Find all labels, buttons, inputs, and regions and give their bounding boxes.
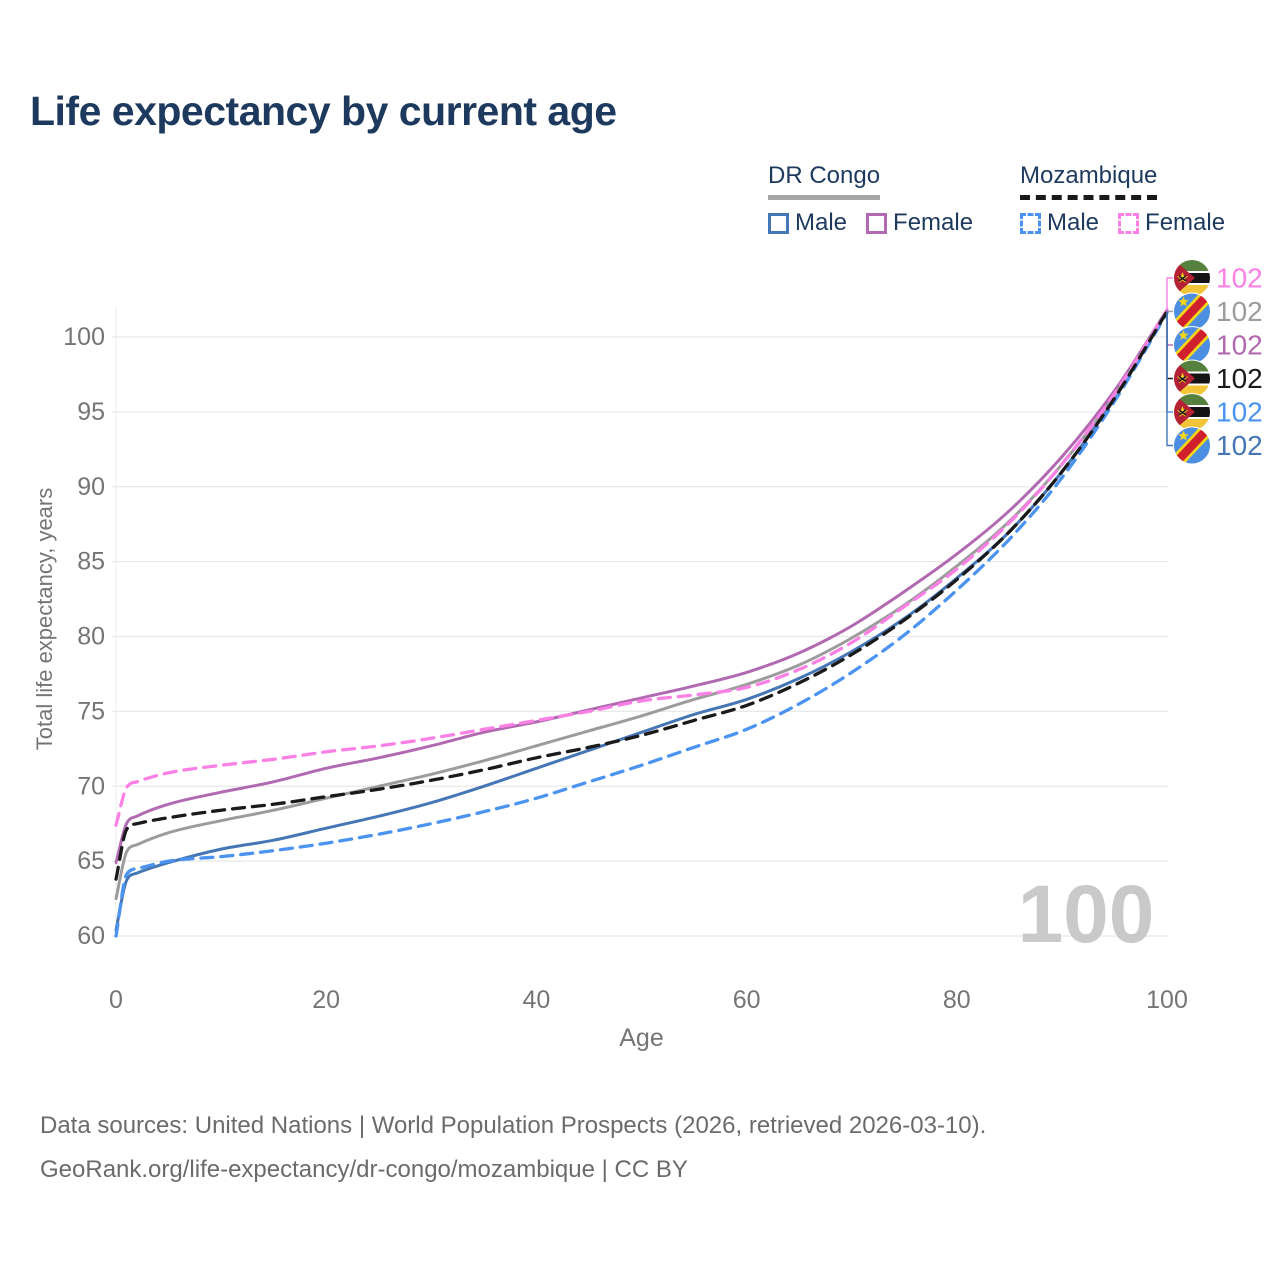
- moz-female-swatch: [1118, 212, 1140, 234]
- end-label-connector-dr-congo-female: [1166, 310, 1173, 346]
- series-line-dr-congo-female: [114, 308, 1169, 865]
- legend-item-label: Male: [795, 209, 848, 236]
- series-line-mozambique-female: [114, 308, 1169, 827]
- y-tick-label-90: 90: [77, 473, 105, 501]
- dr-congo-flag-icon: [1173, 326, 1211, 364]
- legend-country-dr-congo[interactable]: DR Congo: [768, 162, 881, 200]
- y-tick-label-75: 75: [77, 697, 105, 725]
- mozambique-flag-icon: [1173, 393, 1211, 431]
- legend-item-label: Male: [1047, 209, 1100, 236]
- legend-item-label: Female: [893, 209, 974, 236]
- end-label-connector-dr-congo-male: [1166, 311, 1173, 447]
- end-label-connector-mozambique-female: [1166, 277, 1173, 310]
- y-tick-label-95: 95: [77, 398, 105, 426]
- end-value-label-dr-congo-male: 102: [1216, 430, 1263, 461]
- end-label-connector-mozambique-male: [1166, 313, 1173, 413]
- y-tick-label-60: 60: [77, 922, 105, 950]
- end-value-label-mozambique-male: 102: [1216, 397, 1263, 428]
- end-value-label-mozambique-both-sexes: 102: [1216, 363, 1263, 394]
- x-axis-title: Age: [619, 1024, 664, 1052]
- legend-item-drc-female[interactable]: Female: [866, 209, 973, 237]
- y-tick-label-80: 80: [77, 623, 105, 651]
- legend-group-dr-congo: DR Congo Male Female: [768, 162, 973, 237]
- mozambique-flag-icon: [1173, 359, 1211, 398]
- legend: DR Congo Male Female Mozambique Male: [0, 162, 1280, 242]
- series-line-dr-congo-male: [114, 310, 1169, 932]
- legend-item-moz-female[interactable]: Female: [1118, 209, 1225, 237]
- moz-male-swatch: [1020, 212, 1041, 234]
- drc-male-swatch: [768, 212, 789, 234]
- mozambique-flag-icon: [1173, 259, 1211, 297]
- footer: Data sources: United Nations | World Pop…: [40, 1104, 986, 1192]
- legend-item-label: Female: [1145, 209, 1226, 236]
- series-line-dr-congo-both-sexes: [114, 310, 1169, 901]
- x-tick-label-60: 60: [733, 986, 761, 1014]
- x-tick-label-20: 20: [312, 986, 340, 1014]
- legend-item-moz-male[interactable]: Male: [1020, 209, 1099, 237]
- dr-congo-flag-icon: [1173, 426, 1211, 465]
- x-tick-label-0: 0: [109, 986, 123, 1014]
- dr-congo-flag-icon: [1173, 292, 1211, 331]
- legend-group-mozambique: Mozambique Male Female: [1020, 162, 1225, 237]
- footer-attribution: GeoRank.org/life-expectancy/dr-congo/moz…: [40, 1156, 688, 1183]
- x-tick-label-80: 80: [943, 986, 971, 1014]
- y-axis-title: Total life expectancy, years: [32, 487, 57, 751]
- y-tick-label-65: 65: [77, 847, 105, 875]
- y-tick-label-100: 100: [63, 323, 105, 351]
- page-title: Life expectancy by current age: [30, 88, 617, 134]
- x-tick-label-100: 100: [1146, 986, 1188, 1014]
- age-watermark: 100: [1018, 869, 1155, 960]
- end-value-label-mozambique-female: 102: [1216, 263, 1263, 294]
- end-value-label-dr-congo-both-sexes: 102: [1216, 296, 1263, 327]
- footer-data-sources: Data sources: United Nations | World Pop…: [40, 1112, 987, 1139]
- y-tick-label-70: 70: [77, 772, 105, 800]
- y-tick-label-85: 85: [77, 548, 105, 576]
- legend-item-drc-male[interactable]: Male: [768, 209, 847, 237]
- series-line-mozambique-both-sexes: [114, 309, 1169, 881]
- drc-female-swatch: [866, 212, 888, 234]
- legend-country-mozambique[interactable]: Mozambique: [1020, 162, 1158, 200]
- series-line-mozambique-male: [114, 311, 1169, 938]
- x-tick-label-40: 40: [522, 986, 550, 1014]
- end-value-label-dr-congo-female: 102: [1216, 330, 1263, 361]
